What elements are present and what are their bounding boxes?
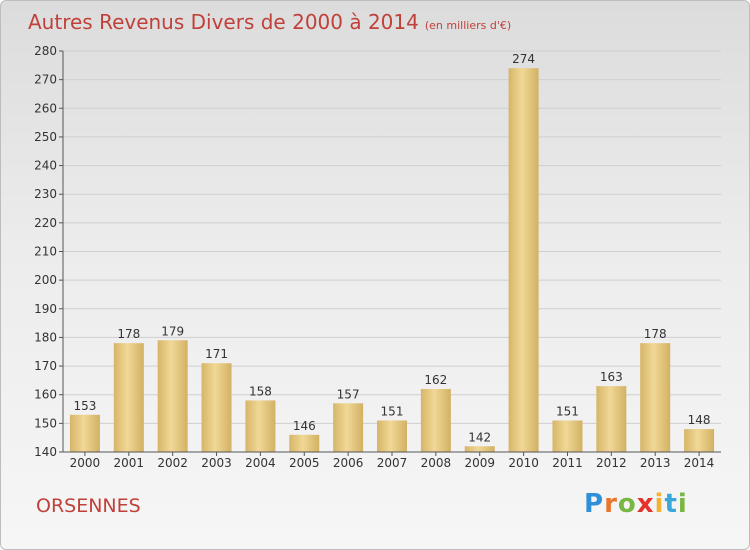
bar-value-label: 151	[381, 404, 404, 418]
bar-2012	[596, 386, 627, 452]
y-tick-label: 270	[34, 73, 57, 87]
x-tick-label: 2007	[377, 456, 408, 470]
x-tick-label: 2000	[70, 456, 101, 470]
x-tick-label: 2011	[552, 456, 583, 470]
bar-2003	[201, 363, 232, 452]
bar-2014	[684, 429, 715, 452]
y-axis: 140 150 160 170 180 190 200 210 220 230 240 250 260 2…	[34, 44, 64, 459]
x-tick-label: 2001	[114, 456, 145, 470]
x-tick-label: 2005	[289, 456, 320, 470]
y-tick-label: 140	[34, 445, 57, 459]
y-tick-label: 200	[34, 273, 57, 287]
proxiti-logo: Proxiti	[584, 489, 688, 519]
y-tick-label: 180	[34, 330, 57, 344]
x-tick-label: 2014	[684, 456, 715, 470]
bar-value-label: 163	[600, 370, 623, 384]
bar-value-label: 158	[249, 384, 272, 398]
bar-2011	[552, 420, 583, 452]
x-tick-label: 2013	[640, 456, 671, 470]
place-name: ORSENNES	[36, 495, 141, 517]
y-tick-label: 230	[34, 187, 57, 201]
bar-value-label: 162	[424, 373, 447, 387]
bar-2007	[377, 420, 407, 452]
x-tick-label: 2012	[596, 456, 627, 470]
bar-value-label: 178	[644, 327, 667, 341]
chart-subtitle: (en milliers d'€)	[424, 19, 512, 32]
x-axis: 2000 2001 2002 2003 2004 2005 2006 2007 2008 2009…	[63, 451, 721, 470]
bar-2005	[289, 434, 320, 452]
y-tick-label: 280	[34, 44, 57, 58]
bar-value-label: 171	[205, 347, 228, 361]
bar-2001	[113, 343, 144, 452]
chart-title-text: Autres Revenus Divers de 2000 à 2014	[28, 10, 419, 34]
bar-value-label: 148	[688, 413, 711, 427]
x-tick-label: 2009	[464, 456, 495, 470]
chart-title: Autres Revenus Divers de 2000 à 2014 (en …	[28, 10, 511, 34]
bar-2004	[245, 400, 276, 452]
x-tick-label: 2003	[201, 456, 232, 470]
y-tick-label: 210	[34, 245, 57, 259]
bar-2013	[640, 343, 671, 452]
bar-value-label: 179	[161, 324, 184, 338]
bar-2000	[69, 414, 100, 452]
bar-value-label: 157	[337, 387, 360, 401]
y-tick-label: 220	[34, 216, 57, 230]
bar-value-label: 142	[468, 430, 491, 444]
bars: 153 178 179 171 158 146 157 151 162 142 274 151 163 1…	[69, 52, 715, 452]
x-tick-label: 2010	[508, 456, 539, 470]
bar-value-label: 146	[293, 419, 316, 433]
bar-2002	[157, 340, 188, 452]
bar-2010	[508, 68, 539, 452]
y-tick-label: 240	[34, 159, 57, 173]
bar-2006	[333, 403, 364, 452]
x-tick-label: 2008	[421, 456, 452, 470]
bar-2009	[464, 446, 495, 452]
bar-value-label: 153	[73, 399, 96, 413]
y-tick-label: 150	[34, 416, 57, 430]
y-tick-label: 250	[34, 130, 57, 144]
x-tick-label: 2004	[245, 456, 276, 470]
bar-value-label: 274	[512, 52, 535, 66]
x-tick-label: 2002	[157, 456, 188, 470]
bar-value-label: 178	[117, 327, 140, 341]
bar-value-label: 151	[556, 404, 579, 418]
y-tick-label: 260	[34, 101, 57, 115]
y-tick-label: 190	[34, 302, 57, 316]
bar-2008	[420, 388, 451, 452]
y-tick-label: 160	[34, 388, 57, 402]
y-tick-label: 170	[34, 359, 57, 373]
x-tick-label: 2006	[333, 456, 364, 470]
